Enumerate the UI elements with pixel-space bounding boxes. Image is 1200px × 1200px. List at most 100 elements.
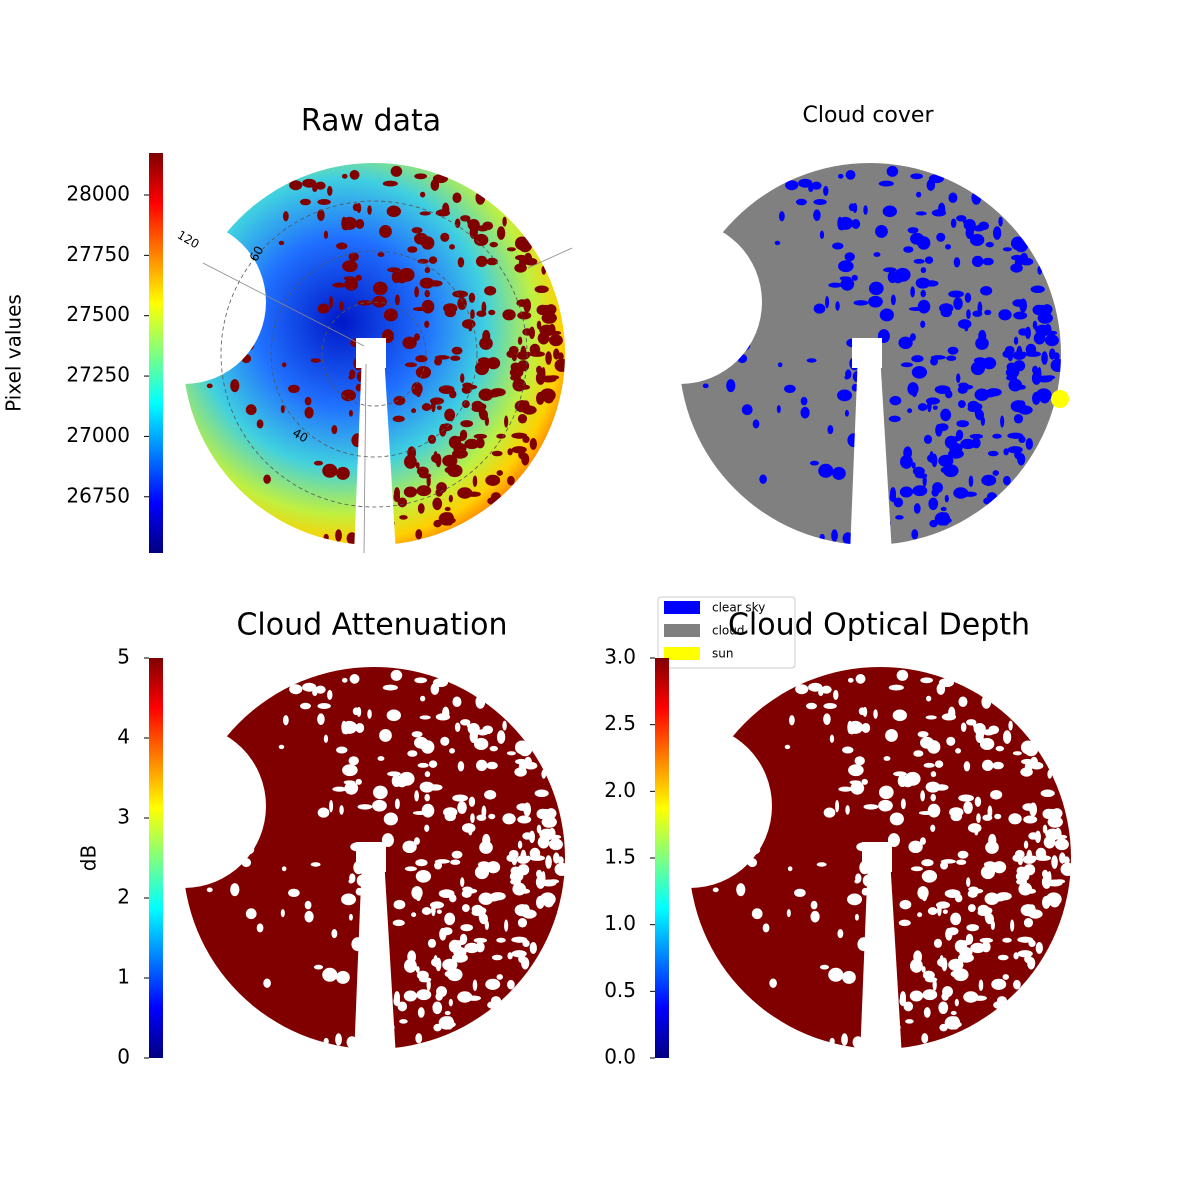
cloud-patch <box>557 352 564 361</box>
cloud-patch <box>878 978 890 992</box>
cloud-patch <box>1013 311 1028 320</box>
cloud-patch <box>920 289 926 298</box>
cloud-patch <box>375 515 389 523</box>
cloud-patch <box>853 300 869 306</box>
cloud-patch <box>372 799 387 812</box>
cloud-patch <box>956 859 967 865</box>
cloud-patch <box>958 794 974 802</box>
cloud-patch <box>774 240 781 246</box>
cloud-patch <box>502 309 516 321</box>
cloud-patch <box>861 887 869 896</box>
cloud-patch <box>921 888 928 902</box>
cloud-patch <box>511 446 527 454</box>
cloud-patch <box>818 688 824 697</box>
cloud-patch <box>970 361 986 376</box>
cloud-patch <box>920 320 926 328</box>
cloud-patch <box>504 415 509 428</box>
cloud-patch <box>454 722 461 733</box>
cloud-patch <box>440 736 450 746</box>
legend-label: sun <box>712 647 733 661</box>
cloud-patch <box>920 267 927 274</box>
cloud-patch <box>353 356 364 371</box>
cloud-patch <box>336 746 348 754</box>
cloud-patch <box>971 255 984 268</box>
cloud-patch <box>861 778 868 785</box>
cloud-patch <box>515 937 527 943</box>
cloud-patch <box>883 756 891 761</box>
cloud-patch <box>541 312 557 324</box>
cloud-patch <box>1002 937 1012 943</box>
cloud-patch <box>1016 345 1023 359</box>
cloud-patch <box>428 760 438 768</box>
cloud-patch <box>407 750 418 757</box>
cloud-patch <box>875 225 888 238</box>
cloud-patch <box>346 532 358 545</box>
cloud-patch <box>448 494 453 503</box>
cloud-patch <box>953 297 963 310</box>
cloud-patch <box>837 389 853 402</box>
cloud-patch <box>1023 815 1038 824</box>
cloud-patch <box>956 215 967 222</box>
cloud-patch <box>394 798 400 810</box>
cloud-patch <box>1035 941 1043 954</box>
cloud-patch <box>913 950 923 964</box>
cloud-patch <box>452 290 468 298</box>
cloud-patch <box>1027 741 1034 750</box>
cloud-patch <box>323 533 329 541</box>
cloud-patch <box>462 382 473 388</box>
cloud-patch <box>377 367 382 376</box>
cloud-patch <box>348 756 359 766</box>
cloud-patch <box>241 354 252 364</box>
cloud-patch <box>938 454 954 467</box>
cloud-patch <box>847 677 854 683</box>
cloud-patch <box>466 995 481 1001</box>
cloud-patch <box>424 771 431 778</box>
cloud-patch <box>1013 979 1021 990</box>
cloud-patch <box>239 340 255 351</box>
cloud-patch <box>856 842 871 852</box>
cloud-patch <box>241 858 252 868</box>
cloud-patch <box>536 895 545 909</box>
cloud-patch <box>341 893 357 906</box>
cloud-patch <box>948 436 962 442</box>
cloud-patch <box>955 894 963 903</box>
cloud-patch <box>849 356 860 371</box>
cloud-patch <box>921 966 926 973</box>
cloud-patch <box>819 230 825 239</box>
cloud-patch <box>528 830 535 844</box>
cloud-patch <box>978 979 984 992</box>
cloud-patch <box>937 903 942 917</box>
cloud-patch <box>543 897 554 908</box>
cloud-patch <box>460 719 471 726</box>
cloud-patch <box>282 715 289 726</box>
cloud-patch <box>927 907 938 915</box>
cloud-patch <box>415 966 420 973</box>
cloud-patch <box>1043 835 1056 849</box>
cloud-patch <box>870 906 880 920</box>
cloud-patch <box>543 393 554 404</box>
cloud-patch <box>1047 769 1053 779</box>
cloud-patch <box>377 871 382 880</box>
cloud-patch <box>930 355 946 360</box>
cloud-patch <box>1002 974 1009 980</box>
cloud-patch <box>557 856 564 865</box>
cloud-patch <box>940 307 952 318</box>
cloud-patch <box>948 192 958 204</box>
cloud-patch <box>813 198 827 205</box>
cloud-patch <box>536 824 542 834</box>
cloud-patch <box>910 232 925 245</box>
cloud-patch <box>524 761 538 770</box>
cloud-patch <box>923 434 933 444</box>
cloud-patch <box>835 799 840 813</box>
cloud-patch <box>971 191 982 205</box>
cloud-patch <box>925 781 941 793</box>
cloud-patch <box>970 942 986 954</box>
cloud-patch <box>490 388 506 397</box>
colorbar-tick-label: 27000 <box>66 423 130 447</box>
cloud-patch <box>522 904 530 914</box>
cloud-patch <box>278 744 285 750</box>
cloud-patch <box>414 286 419 298</box>
cloud-patch <box>892 274 904 284</box>
cloud-patch <box>963 801 973 814</box>
cloud-patch <box>844 252 855 262</box>
